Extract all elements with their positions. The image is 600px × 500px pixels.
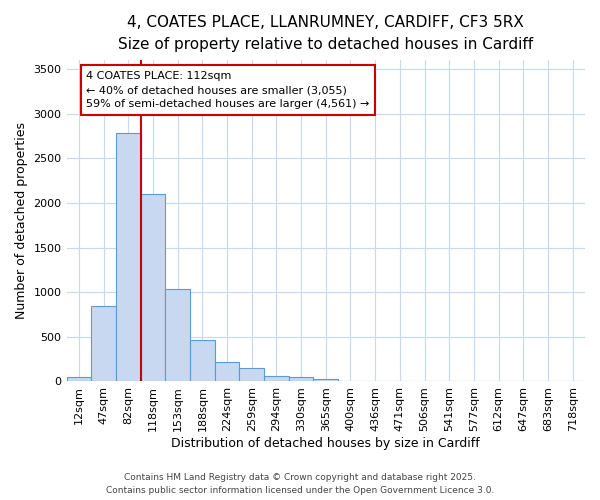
Text: Contains HM Land Registry data © Crown copyright and database right 2025.
Contai: Contains HM Land Registry data © Crown c… xyxy=(106,474,494,495)
Bar xyxy=(165,288,190,382)
Bar xyxy=(239,368,264,382)
Bar xyxy=(140,194,165,382)
Bar xyxy=(215,362,239,382)
X-axis label: Distribution of detached houses by size in Cardiff: Distribution of detached houses by size … xyxy=(172,437,480,450)
Bar xyxy=(116,134,140,382)
Text: 4 COATES PLACE: 112sqm
← 40% of detached houses are smaller (3,055)
59% of semi-: 4 COATES PLACE: 112sqm ← 40% of detached… xyxy=(86,71,370,109)
Title: 4, COATES PLACE, LLANRUMNEY, CARDIFF, CF3 5RX
Size of property relative to detac: 4, COATES PLACE, LLANRUMNEY, CARDIFF, CF… xyxy=(118,15,533,52)
Bar xyxy=(190,340,215,382)
Bar xyxy=(264,376,289,382)
Y-axis label: Number of detached properties: Number of detached properties xyxy=(15,122,28,320)
Bar xyxy=(313,380,338,382)
Bar xyxy=(91,306,116,382)
Bar xyxy=(289,378,313,382)
Bar xyxy=(67,376,91,382)
